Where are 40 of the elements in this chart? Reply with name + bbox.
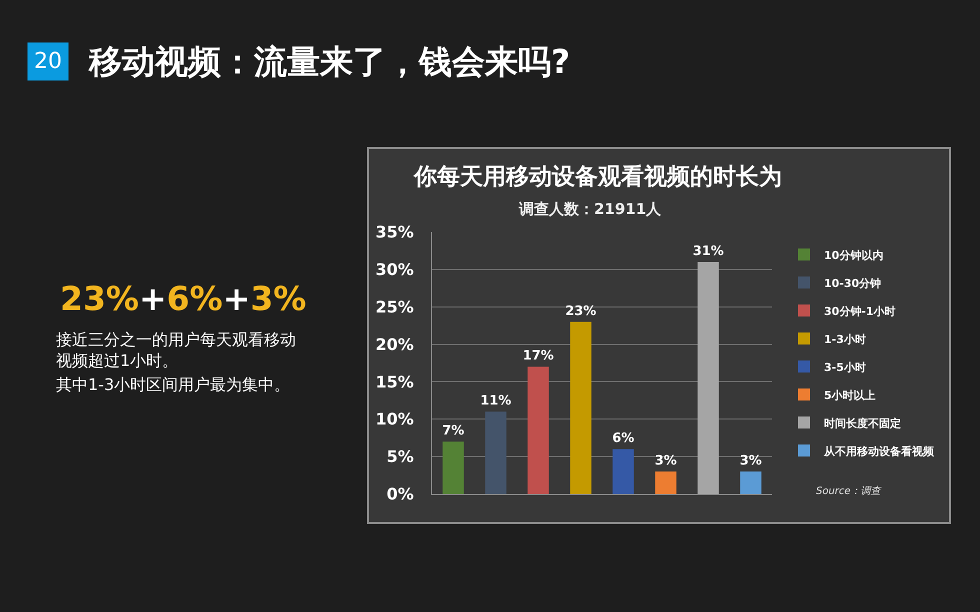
data-label: 31% (692, 244, 724, 259)
bar (698, 262, 719, 494)
legend-label: 10-30分钟 (824, 276, 882, 290)
data-label: 23% (565, 304, 596, 319)
y-tick-label: 25% (376, 297, 414, 316)
bar (528, 366, 549, 494)
y-tick-label: 10% (376, 410, 414, 429)
text: 20 (34, 49, 62, 74)
data-label: 3% (654, 454, 677, 469)
data-label: 3% (740, 454, 762, 469)
text: 接近三分之一的用户每天观看移动视频超过1小时。 (56, 330, 296, 370)
chart-title: 你每天用移动设备观看视频的时长为 (413, 164, 782, 190)
data-label: 6% (612, 431, 634, 446)
bar (612, 449, 634, 494)
legend-label: 30分钟-1小时 (824, 304, 896, 318)
source-note: Source：调查 (816, 485, 883, 497)
text: 其中1-3小时区间用户最为集中。 (56, 375, 290, 394)
legend-label: 1-3小时 (824, 332, 866, 346)
y-tick-label: 20% (376, 334, 414, 354)
bar (485, 412, 506, 494)
bar (740, 472, 762, 494)
data-label: 17% (522, 348, 554, 364)
bar (570, 322, 592, 494)
y-tick-label: 0% (386, 484, 414, 504)
chart-subtitle: 调查人数：21911人 (518, 200, 662, 218)
y-tick-label: 15% (376, 372, 414, 392)
legend-label: 10分钟以内 (824, 248, 884, 262)
bar (442, 442, 464, 494)
data-label: 7% (442, 424, 464, 439)
text: 移动视频：流量来了，钱会来吗? (88, 42, 570, 81)
bar (655, 472, 676, 494)
text: 23%+6%+3% (60, 279, 306, 318)
y-tick-label: 35% (376, 222, 414, 242)
y-tick-label: 5% (386, 447, 414, 466)
legend-label: 从不用移动设备看视频 (823, 444, 935, 458)
legend-label: 时间长度不固定 (824, 416, 901, 430)
legend-label: 3-5小时 (824, 360, 866, 374)
y-tick-label: 30% (376, 260, 414, 280)
data-label: 11% (480, 394, 512, 409)
legend-label: 5小时以上 (824, 388, 876, 402)
